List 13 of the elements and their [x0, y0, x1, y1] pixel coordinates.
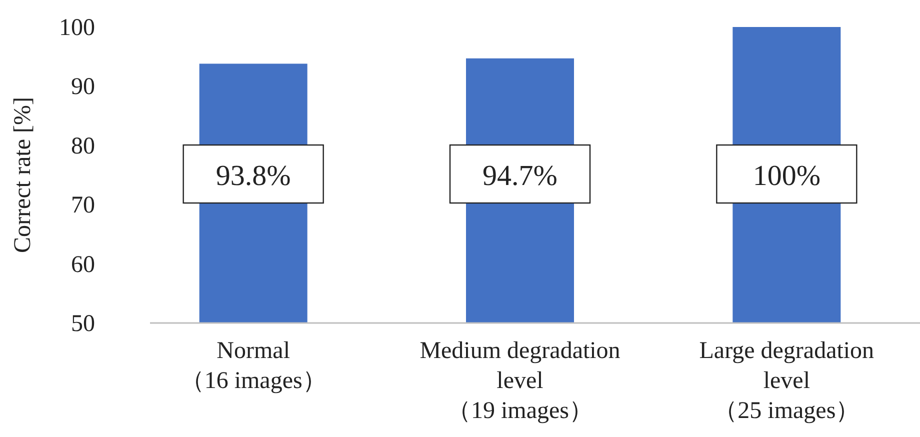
x-tick-label: Large degradation level （25 images）	[699, 338, 874, 424]
y-tick-label: 80	[71, 133, 95, 160]
data-label: 94.7%	[482, 160, 558, 192]
y-tick-label: 100	[59, 15, 95, 41]
x-tick-label: Normal （16 images）	[180, 338, 326, 394]
y-axis-title: Correct rate [%]	[10, 97, 36, 253]
data-label: 93.8%	[216, 160, 291, 192]
data-label: 100%	[752, 160, 821, 192]
y-tick-label: 70	[71, 192, 95, 219]
y-tick-label: 90	[71, 74, 95, 100]
y-tick-label: 50	[71, 311, 95, 337]
x-tick-label: Medium degradation level （19 images）	[420, 338, 620, 424]
y-tick-label: 60	[71, 252, 95, 278]
